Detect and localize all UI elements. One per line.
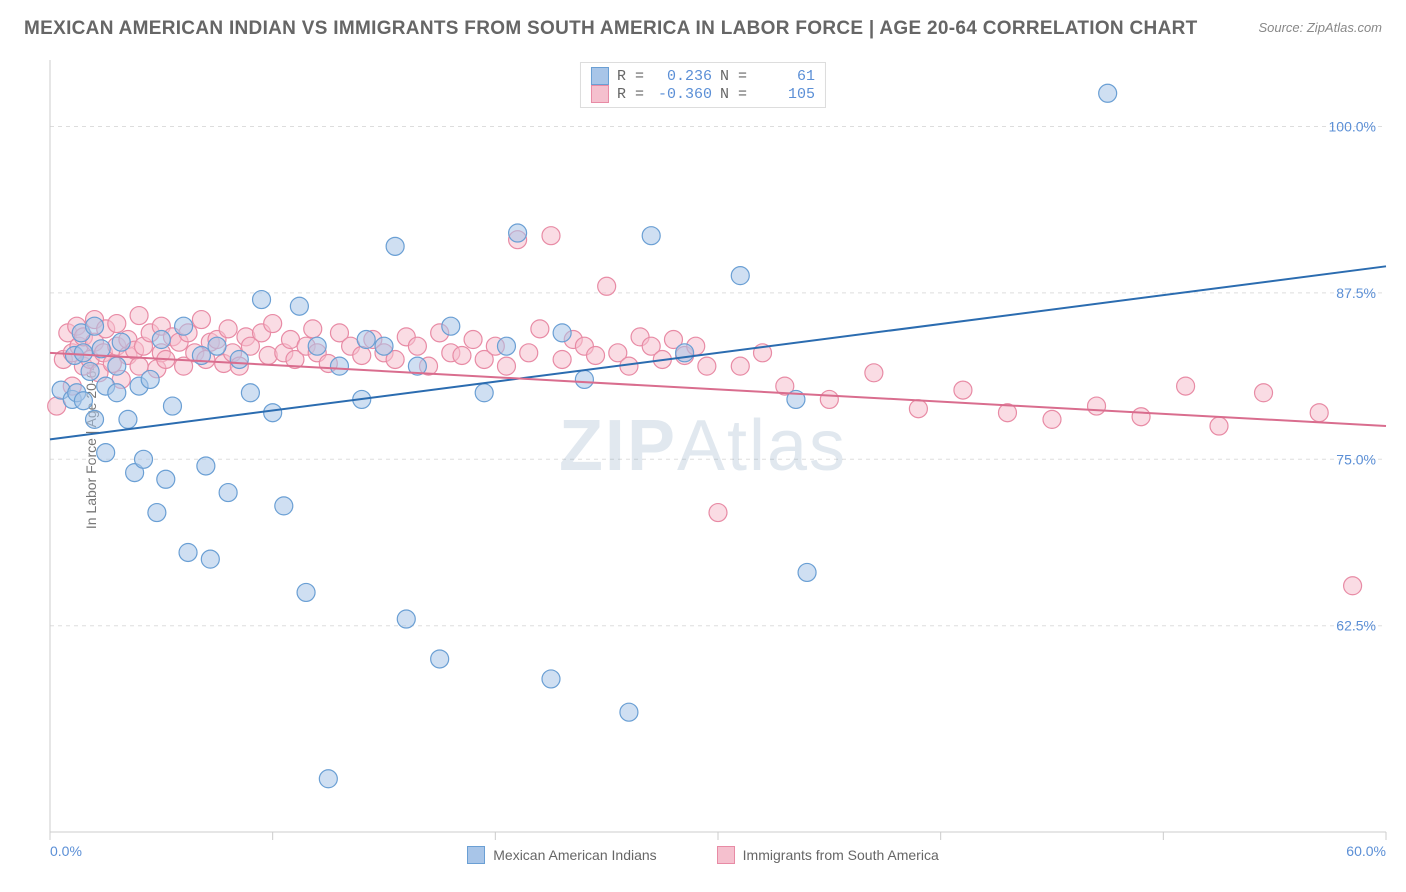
svg-text:75.0%: 75.0% — [1336, 451, 1376, 467]
legend-label-2: Immigrants from South America — [743, 847, 939, 863]
scatter-plot: 62.5%75.0%87.5%100.0%0.0%60.0% — [0, 0, 1406, 892]
legend-swatch-icon — [717, 846, 735, 864]
r-label: R = — [617, 68, 644, 85]
n-label: N = — [720, 86, 747, 103]
n-value-2: 105 — [755, 86, 815, 103]
r-value-1: 0.236 — [652, 68, 712, 85]
r-label: R = — [617, 86, 644, 103]
svg-text:87.5%: 87.5% — [1336, 285, 1376, 301]
n-value-1: 61 — [755, 68, 815, 85]
n-label: N = — [720, 68, 747, 85]
legend-row-series-1: R = 0.236 N = 61 — [591, 67, 815, 85]
bottom-legend: Mexican American Indians Immigrants from… — [0, 846, 1406, 864]
legend-item-1: Mexican American Indians — [467, 846, 656, 864]
legend-swatch-icon — [467, 846, 485, 864]
legend-item-2: Immigrants from South America — [717, 846, 939, 864]
svg-text:100.0%: 100.0% — [1329, 119, 1376, 135]
svg-text:62.5%: 62.5% — [1336, 618, 1376, 634]
legend-swatch-1 — [591, 67, 609, 85]
legend-swatch-2 — [591, 85, 609, 103]
legend-label-1: Mexican American Indians — [493, 847, 656, 863]
r-value-2: -0.360 — [652, 86, 712, 103]
correlation-legend: R = 0.236 N = 61 R = -0.360 N = 105 — [580, 62, 826, 108]
legend-row-series-2: R = -0.360 N = 105 — [591, 85, 815, 103]
